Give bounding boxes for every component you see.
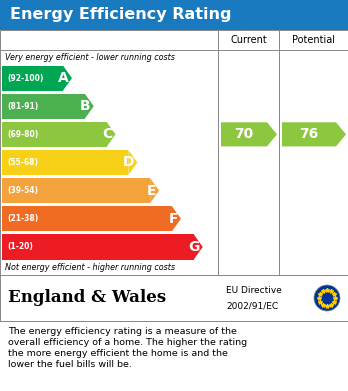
- Polygon shape: [85, 93, 94, 119]
- Polygon shape: [221, 122, 277, 146]
- Text: D: D: [123, 156, 134, 170]
- Bar: [2, 234, 194, 260]
- Text: the more energy efficient the home is and the: the more energy efficient the home is an…: [8, 349, 228, 358]
- Text: EU Directive: EU Directive: [226, 286, 282, 295]
- Bar: [2, 122, 106, 147]
- Text: C: C: [102, 127, 112, 142]
- Text: 70: 70: [234, 127, 254, 142]
- Polygon shape: [194, 234, 203, 260]
- Text: 2002/91/EC: 2002/91/EC: [226, 301, 278, 310]
- Text: Energy Efficiency Rating: Energy Efficiency Rating: [10, 7, 231, 23]
- Bar: [2, 66, 63, 91]
- Text: A: A: [58, 71, 69, 85]
- Polygon shape: [172, 206, 181, 231]
- Bar: [0, 275, 348, 321]
- Bar: [0, 30, 348, 275]
- Bar: [2, 206, 172, 231]
- Circle shape: [314, 285, 340, 311]
- Polygon shape: [63, 66, 72, 91]
- Text: (92-100): (92-100): [7, 74, 44, 83]
- Polygon shape: [282, 122, 346, 146]
- Polygon shape: [128, 150, 137, 175]
- Text: Very energy efficient - lower running costs: Very energy efficient - lower running co…: [5, 52, 175, 61]
- Text: (21-38): (21-38): [7, 214, 38, 223]
- Text: 76: 76: [299, 127, 319, 142]
- Polygon shape: [106, 122, 116, 147]
- Bar: [0, 0, 348, 30]
- Text: The energy efficiency rating is a measure of the: The energy efficiency rating is a measur…: [8, 327, 237, 336]
- Text: (55-68): (55-68): [7, 158, 38, 167]
- Text: Current: Current: [230, 35, 267, 45]
- Text: (39-54): (39-54): [7, 186, 38, 195]
- Text: Potential: Potential: [292, 35, 335, 45]
- Text: B: B: [80, 99, 91, 113]
- Text: (69-80): (69-80): [7, 130, 38, 139]
- Text: overall efficiency of a home. The higher the rating: overall efficiency of a home. The higher…: [8, 338, 247, 347]
- Text: (81-91): (81-91): [7, 102, 38, 111]
- Text: lower the fuel bills will be.: lower the fuel bills will be.: [8, 360, 132, 369]
- Bar: [2, 150, 128, 175]
- Bar: [2, 178, 150, 203]
- Text: F: F: [168, 212, 178, 226]
- Bar: [2, 93, 85, 119]
- Text: (1-20): (1-20): [7, 242, 33, 251]
- Text: Not energy efficient - higher running costs: Not energy efficient - higher running co…: [5, 264, 175, 273]
- Polygon shape: [150, 178, 159, 203]
- Text: England & Wales: England & Wales: [8, 289, 166, 307]
- Text: E: E: [147, 184, 156, 197]
- Text: G: G: [188, 240, 200, 254]
